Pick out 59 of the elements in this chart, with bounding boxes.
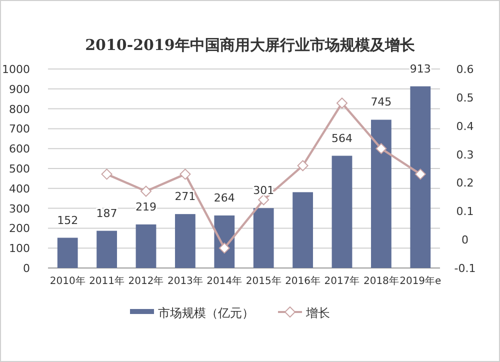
data-label: 187 [96,206,118,220]
point [376,143,387,154]
x-tick-label: 2018年 [363,275,399,287]
y-tick-label: 600 [9,142,30,156]
x-tick-label: 2019年e [400,275,442,287]
point [140,186,152,197]
x-tick-label: 2010年 [50,275,86,287]
y2-tick-label: 0.6 [456,63,474,76]
y-tick-label: 200 [9,222,30,236]
y2-tick-label: 0 [462,234,468,247]
y2-tick-label: 0.4 [456,120,474,133]
data-label: 745 [370,96,392,109]
x-tick-label: 2014年 [206,275,242,287]
y2-tick-label: 0.3 [456,148,474,162]
y-tick-label: 0 [23,262,30,275]
bar [57,238,78,268]
x-tick-label: 2012年 [128,275,164,287]
x-tick-label: 2015年 [246,275,282,287]
data-label: 152 [57,214,78,227]
point [218,242,230,254]
y2-tick-label: 0.5 [456,91,474,104]
legend-label: 增长 [305,306,330,320]
x-tick-label: 2016年 [285,275,321,287]
bar [175,214,196,268]
data-label: 913 [410,62,431,76]
data-label: 264 [214,191,235,204]
bar [253,208,274,268]
x-tick-label: 2011年 [89,275,125,287]
y-tick-label: 1000 [2,63,30,76]
point [297,160,308,172]
y-tick-label: 100 [9,242,30,256]
data-label: 271 [174,190,196,204]
point [180,168,191,180]
y2-tick-label: -0.1 [454,262,476,275]
data-label: 564 [332,132,352,145]
data-label: 219 [136,200,156,214]
bar [96,230,117,268]
y-tick-label: 500 [9,162,30,176]
bar [292,192,313,268]
data-label: 301 [253,184,274,198]
chart-title: 2010-2019年中国商用大屏行业市场规模及增长 [85,36,416,54]
y-tick-label: 300 [9,202,30,216]
y-tick-label: 700 [9,122,30,136]
y-tick-label: 800 [9,102,30,116]
y2-tick-label: 0.1 [456,205,474,218]
y-tick-label: 400 [9,182,30,196]
legend-label: 市场规模（亿元） [158,306,254,320]
x-tick-label: 2013年 [167,275,203,287]
point [101,168,112,180]
y2-tick-label: 0.2 [456,176,474,190]
point [336,98,348,109]
y-tick-label: 900 [9,82,30,96]
point [258,194,270,206]
bar [332,156,352,268]
point [414,168,426,180]
bar [371,120,392,268]
x-tick-label: 2017年 [324,275,360,287]
bar [136,224,156,268]
bar [410,86,431,268]
